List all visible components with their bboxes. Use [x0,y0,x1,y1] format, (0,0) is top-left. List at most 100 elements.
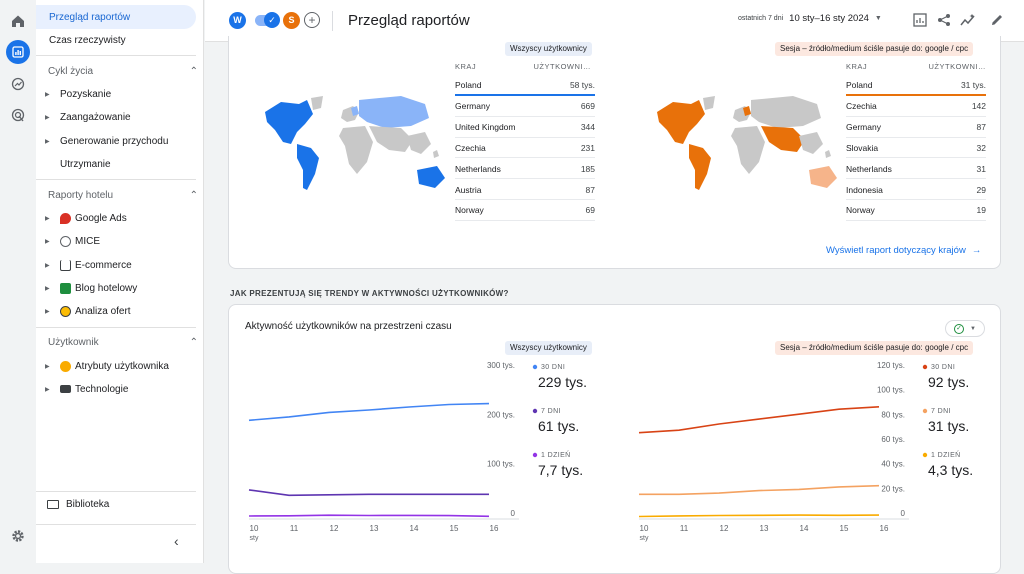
expand-arrow-icon: ▶ [45,285,50,292]
nav-item-retention[interactable]: Utrzymanie [36,153,204,175]
nav-item-acquisition[interactable]: ▶ Pozyskanie [36,83,204,105]
x-tick-label: 15 [450,524,459,533]
table-row[interactable]: Norway 19 [846,201,986,221]
table-row[interactable]: Czechia 231 [455,138,595,159]
world-map-users [265,96,445,190]
nav-item-realtime[interactable]: Czas rzeczywisty [36,29,204,51]
dropdown-icon: ▼ [970,325,976,332]
section-user[interactable]: Użytkownik ⌃ [48,331,198,353]
x-tick-label: 16 [490,524,499,533]
section-lifecycle[interactable]: Cykl życia ⌃ [48,60,198,82]
x-tick-label: 10 [640,524,649,533]
users-value: 58 tys. [569,80,595,90]
divider [36,55,196,56]
table-row[interactable]: Netherlands 31 [846,159,986,180]
nav-item-mice[interactable]: ▶ MICE [36,230,204,252]
nav-item-ecommerce[interactable]: ▶ E-commerce [36,254,204,276]
arrow-right-icon: → [971,245,982,256]
legend-dot [922,364,928,370]
comparison-avatar-s[interactable]: S [283,12,300,29]
settings-icon[interactable] [6,524,30,548]
column-users[interactable]: UŻYTKOWNI… [928,61,986,71]
table-row[interactable]: Norway 69 [455,201,595,221]
table-row[interactable]: Germany 87 [846,118,986,138]
country-name: Germany [455,101,490,112]
users-value: 344 [580,122,595,133]
edit-icon[interactable] [990,13,1004,27]
line-chart-cpc: 120 tys. 100 tys. 80 tys. 60 tys. 40 tys. 20 … [638,361,973,542]
table-row[interactable]: Germany 669 [455,97,595,117]
nav-item-offers[interactable]: ▶ Analiza ofert [36,300,204,322]
column-country[interactable]: KRAJ [846,61,868,71]
y-tick-label: 0 [901,509,906,518]
table-row[interactable]: Austria 87 [455,180,595,200]
nav-item-overview-label: Przegląd raportów [49,12,131,23]
segment-chip-all-users: Wszyscy użytkownicy [505,341,592,355]
collapse-nav-icon[interactable]: ‹ [174,533,179,549]
expand-arrow-icon: ▶ [45,91,50,98]
customize-report-icon[interactable] [913,13,927,27]
section-hotel-reports[interactable]: Raporty hotelu ⌃ [48,184,198,206]
column-country[interactable]: KRAJ [455,61,477,71]
users-value: 87 [585,184,595,195]
advertising-icon[interactable] [6,103,30,127]
explore-icon[interactable] [6,72,30,96]
legend-dot [532,452,538,458]
table-row[interactable]: Poland 31 tys. [846,76,986,96]
column-users[interactable]: UŻYTKOWNI… [533,61,591,71]
nav-item-engagement[interactable]: ▶ Zaangażowanie [36,106,204,128]
countries-card: Wszyscy użytkownicy Sesja – źródło/mediu… [228,36,1001,269]
country-name: Indonesia [846,184,883,195]
country-name: Netherlands [455,163,501,174]
share-icon[interactable] [937,13,951,27]
expand-arrow-icon: ▶ [45,215,50,222]
table-row[interactable]: United Kingdom 344 [455,118,595,138]
data-quality-button[interactable]: ✓ ▼ [945,320,985,337]
section-user-title: Użytkownik [48,336,99,348]
trends-card-title: Aktywność użytkowników na przestrzeni cz… [245,321,452,332]
add-comparison-icon[interactable]: + [304,12,320,28]
nav-item-library[interactable]: Biblioteka [36,493,204,515]
x-tick-label: 12 [330,524,339,533]
table-row[interactable]: Czechia 142 [846,97,986,117]
nav-item-label: Utrzymanie [60,158,111,170]
table-row[interactable]: Poland 58 tys. [455,76,595,96]
nav-item-google-ads[interactable]: ▶ Google Ads [36,207,204,229]
table-row[interactable]: Slovakia 32 [846,138,986,159]
lips-icon [60,212,71,224]
date-range-picker[interactable]: ostatnich 7 dni 10 sty–16 sty 2024 ▼ [738,13,882,24]
folder-icon [47,499,59,509]
chevron-up-icon: ⌃ [189,336,198,348]
country-name: Czechia [455,142,486,153]
nav-item-overview[interactable]: Przegląd raportów [36,5,196,29]
series-line-7-dni [639,484,880,496]
insights-icon[interactable] [960,13,976,27]
comparison-toggle[interactable]: ✓ [255,12,280,28]
nav-item-tech[interactable]: ▶ Technologie [36,378,204,400]
users-value: 142 [971,101,986,112]
country-name: Norway [455,205,484,216]
reports-icon[interactable] [6,40,30,64]
legend-series-value: 61 tys. [538,418,579,434]
country-name: Czechia [846,101,877,112]
nav-item-user-attributes[interactable]: ▶ Atrybuty użytkownika [36,355,204,377]
users-value: 87 [976,122,986,133]
section-title-trends: JAK PREZENTUJĄ SIĘ TRENDY W AKTYWNOŚCI U… [230,289,509,298]
view-countries-link[interactable]: Wyświetl raport dotyczący krajów → [826,245,981,256]
y-tick-label: 120 tys. [877,361,905,370]
table-row[interactable]: Netherlands 185 [455,159,595,180]
nav-item-monetization[interactable]: ▶ Generowanie przychodu [36,130,204,152]
dropdown-icon: ▼ [874,15,882,22]
comparison-avatar-w[interactable]: W [229,12,246,29]
home-icon[interactable] [6,9,30,33]
person-emoji-icon [60,360,71,372]
country-name: United Kingdom [455,122,516,133]
nav-item-blog[interactable]: ▶ Blog hotelowy [36,277,204,299]
country-name: Germany [846,122,881,133]
nav-item-label: Analiza ofert [75,305,131,317]
y-tick-label: 100 tys. [877,386,905,395]
divider [332,11,333,31]
x-tick-label: 14 [410,524,419,533]
x-tick-sublabel: sty [640,535,649,542]
table-row[interactable]: Indonesia 29 [846,180,986,200]
